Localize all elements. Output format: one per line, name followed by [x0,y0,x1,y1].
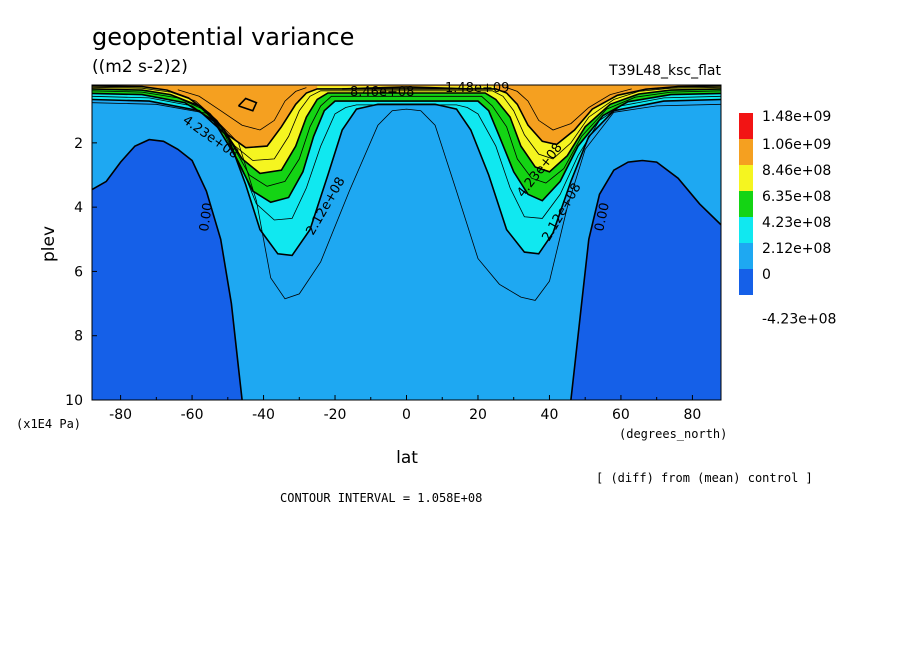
contour-label: 0.00 [592,201,613,232]
x-axis-label: lat [396,448,418,468]
contour-line [570,159,721,400]
y-axis-label: plev [39,226,59,262]
legend-label: 1.06e+09 [762,137,831,153]
x-axis: -80 -60 -40 -20 0 20 40 60 80 [109,395,701,423]
contour-line [342,86,471,90]
contour-label: 8.46e+08 [350,85,414,100]
x-axis-units: (degrees_north) [619,427,727,441]
legend-swatch [739,269,753,295]
legend-label: 2.12e+08 [762,241,831,257]
contour-label: 1.48e+09 [445,81,509,96]
x-tick-label: 20 [469,407,487,423]
y-tick-label: 6 [74,264,83,280]
contour-line [237,97,258,112]
x-tick-label: -40 [252,407,275,423]
legend-swatch [739,217,753,243]
legend-swatch [739,139,753,165]
contour-line [92,85,721,149]
color-legend: 1.48e+09 1.06e+09 8.46e+08 6.35e+08 4.23e+08… [739,109,836,327]
fill-level-negative-right [570,160,721,400]
legend-swatch [739,165,753,191]
x-tick-label: 60 [612,407,630,423]
chart-units: ((m2 s-2)2) [92,57,188,77]
contour-line [506,87,632,131]
fill-level-negative-left [92,139,243,400]
legend-label: 4.23e+08 [762,215,831,231]
legend-label: 0 [762,267,771,283]
diff-note: [ (diff) from (mean) control ] [596,471,813,485]
x-tick-label: -60 [181,407,204,423]
x-tick-label: 80 [683,407,701,423]
contour-lines [92,85,721,400]
legend-label: 8.46e+08 [762,163,831,179]
y-tick-label: 4 [74,200,83,216]
legend-swatch [739,191,753,217]
plot-area [92,85,721,400]
contour-line [92,92,721,204]
contour-line [92,138,243,400]
fill-level-4-left [92,85,318,148]
legend-label: 1.48e+09 [762,109,831,125]
x-tick-label: 40 [541,407,559,423]
contour-line [177,87,307,131]
y-tick-label: 8 [74,329,83,345]
legend-label: 6.35e+08 [762,189,831,205]
y-axis-units: (x1E4 Pa) [16,417,81,431]
contour-line [92,98,721,257]
contour-label: 0.00 [197,202,216,233]
y-tick-label: 2 [74,136,83,152]
chart-title: geopotential variance [92,23,354,51]
run-name: T39L48_ksc_flat [608,63,721,79]
contour-line [92,102,721,301]
x-tick-label: -20 [324,407,347,423]
x-tick-label: 0 [402,407,411,423]
y-tick-label: 10 [65,393,83,409]
contour-interval: CONTOUR INTERVAL = 1.058E+08 [280,491,482,505]
y-axis: 2 4 6 8 10 [65,136,97,409]
legend-swatch [739,243,753,269]
legend-swatch [739,113,753,139]
x-tick-label: -80 [109,407,132,423]
legend-label: -4.23e+08 [762,311,836,327]
contour-line [92,90,721,187]
